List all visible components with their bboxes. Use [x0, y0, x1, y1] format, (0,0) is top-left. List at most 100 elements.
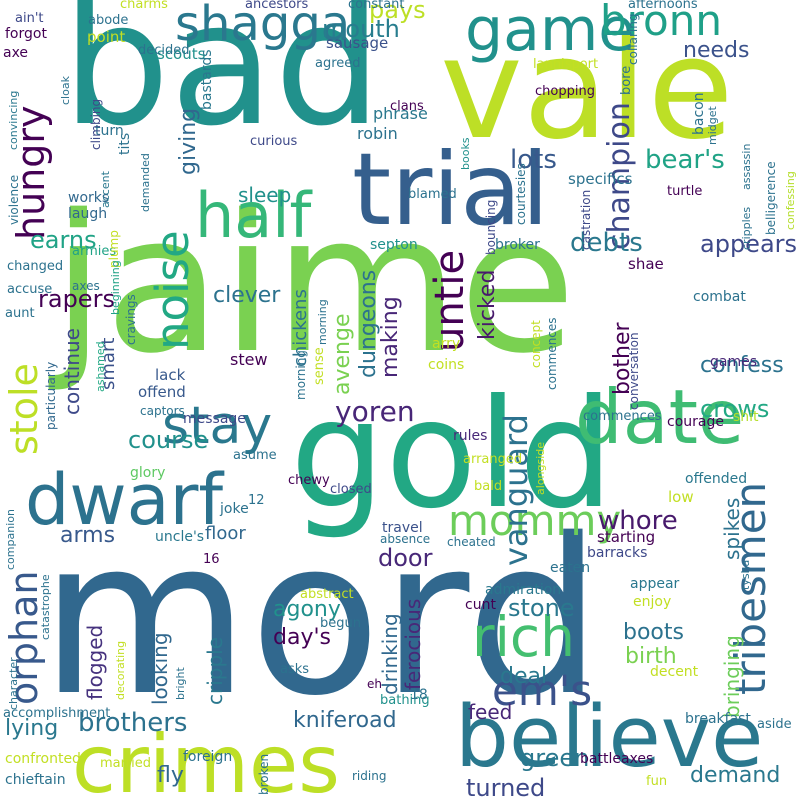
word-vanguard: yoren — [335, 395, 415, 428]
word-confronted: bright — [174, 667, 187, 700]
word-concept: ashamed — [94, 341, 107, 392]
word-smart: floor — [205, 523, 246, 544]
word-making: dungeons — [356, 269, 381, 378]
word-16: absence — [380, 532, 431, 546]
word-birth: turned — [466, 774, 546, 800]
word-flogged: bringing — [720, 635, 744, 718]
word-yoren: whore — [598, 506, 678, 536]
word-conversation: commences — [545, 317, 559, 390]
word-forgot: forgot — [5, 26, 47, 42]
word-brothers: brothers — [78, 708, 188, 738]
word-rich: rich — [472, 605, 575, 669]
word-changed: armies — [72, 244, 117, 259]
word-courtesies: bouncing — [484, 199, 498, 255]
word-days: boots — [623, 620, 684, 645]
word-convincing: convincing — [7, 90, 20, 150]
word-robin: robin — [357, 124, 398, 143]
word-commences: concept — [529, 320, 543, 368]
word-asume: morning — [316, 299, 329, 345]
word-accuse: accuse — [7, 282, 53, 297]
word-foreign: chieftain — [5, 772, 66, 788]
word-course: debts — [570, 228, 643, 258]
word-catastrophe: tysha — [739, 559, 752, 590]
word-laugh: laugh — [68, 206, 108, 222]
word-point: point — [87, 28, 126, 46]
word-chopping: chopping — [535, 84, 595, 99]
word-glory: glory — [130, 465, 166, 481]
word-curious: blamed — [408, 187, 457, 202]
word-floor: arms — [60, 523, 116, 548]
word-jaime: jaime — [52, 174, 576, 395]
word-appear: appear — [630, 576, 680, 592]
word-message: message — [183, 411, 246, 427]
word-bastards: bastards — [199, 49, 215, 110]
word-earns: sleep — [238, 183, 292, 207]
word-decided: decided — [138, 43, 190, 58]
word-axes: axes — [72, 279, 100, 293]
word-abode: abode — [88, 13, 129, 28]
word-particularly: particularly — [44, 361, 58, 430]
word-mommy: mommy — [448, 496, 622, 545]
word-changed: changed — [7, 259, 64, 274]
word-cunt: cunt — [465, 597, 496, 613]
word-shae: shae — [628, 255, 664, 273]
word-broken: married — [100, 756, 151, 771]
word-green: feed — [468, 700, 513, 724]
word-kniferoad: kniferoad — [293, 708, 397, 733]
word-coins: coins — [428, 357, 465, 373]
word-agony: day's — [273, 625, 331, 650]
word-cravings: cravings — [124, 294, 138, 345]
word-sausage: sausage — [326, 34, 389, 52]
word-stone: demand — [690, 763, 781, 788]
word-drinking: looking — [148, 632, 172, 705]
word-uncles: uncle's — [155, 529, 205, 545]
word-turn: tits — [117, 132, 133, 155]
word-bouncing: castration — [579, 189, 593, 250]
word-closed: chewy — [288, 473, 330, 488]
word-tits: turn — [95, 123, 124, 139]
word-agreed: agreed — [315, 56, 361, 71]
word-games: games — [710, 354, 758, 370]
word-cripples: belligerence — [764, 161, 778, 235]
word-decorating: character — [7, 657, 20, 710]
word-tysha: 18 — [410, 687, 428, 703]
word-barracks: barracks — [587, 545, 648, 561]
word-offend: offend — [138, 383, 186, 401]
word-avenge: continue — [60, 328, 84, 415]
word-date: date — [575, 373, 745, 461]
word-vale: vale — [440, 8, 734, 171]
word-bright: accomplishment — [3, 706, 111, 721]
word-armies: septon — [370, 237, 418, 253]
word-giving: ferocious — [401, 598, 425, 690]
word-blamed: courtesies — [514, 163, 528, 225]
word-arranged: commences — [583, 409, 662, 424]
word-pays: pays — [369, 0, 426, 24]
word-demand: confess — [700, 353, 784, 378]
word-champion: vanguard — [497, 414, 535, 566]
word-stay: stay — [162, 396, 273, 456]
word-crimes: crimes — [72, 718, 340, 800]
word-phrase: phrase — [373, 104, 428, 123]
word-believe: believe — [455, 688, 764, 787]
word-broker: turtle — [667, 184, 703, 199]
word-carve: aside — [757, 717, 792, 732]
word-stole: stole — [2, 363, 46, 455]
word-whore: course — [128, 426, 209, 454]
word-ems: em's — [492, 666, 593, 715]
word-clans: clans — [390, 99, 424, 114]
word-assassin: cripples — [740, 206, 753, 250]
word-begun: 16 — [203, 552, 220, 567]
word-asks: abstract — [300, 587, 354, 602]
word-axe: axe — [3, 45, 29, 61]
word-scouts: scouts — [157, 45, 206, 63]
word-mouth: needs — [683, 38, 750, 63]
word-afternoons: afternoons — [628, 0, 698, 12]
word-noise: noise — [146, 230, 199, 350]
word-bathing: asks — [280, 662, 310, 677]
word-shit: shit — [733, 409, 759, 425]
word-dungeons: avenge — [330, 313, 355, 395]
word-bad: bad — [62, 0, 382, 164]
word-chickens: drinking — [378, 613, 402, 695]
word-boots: deal — [500, 664, 548, 689]
word-low: low — [668, 488, 694, 506]
